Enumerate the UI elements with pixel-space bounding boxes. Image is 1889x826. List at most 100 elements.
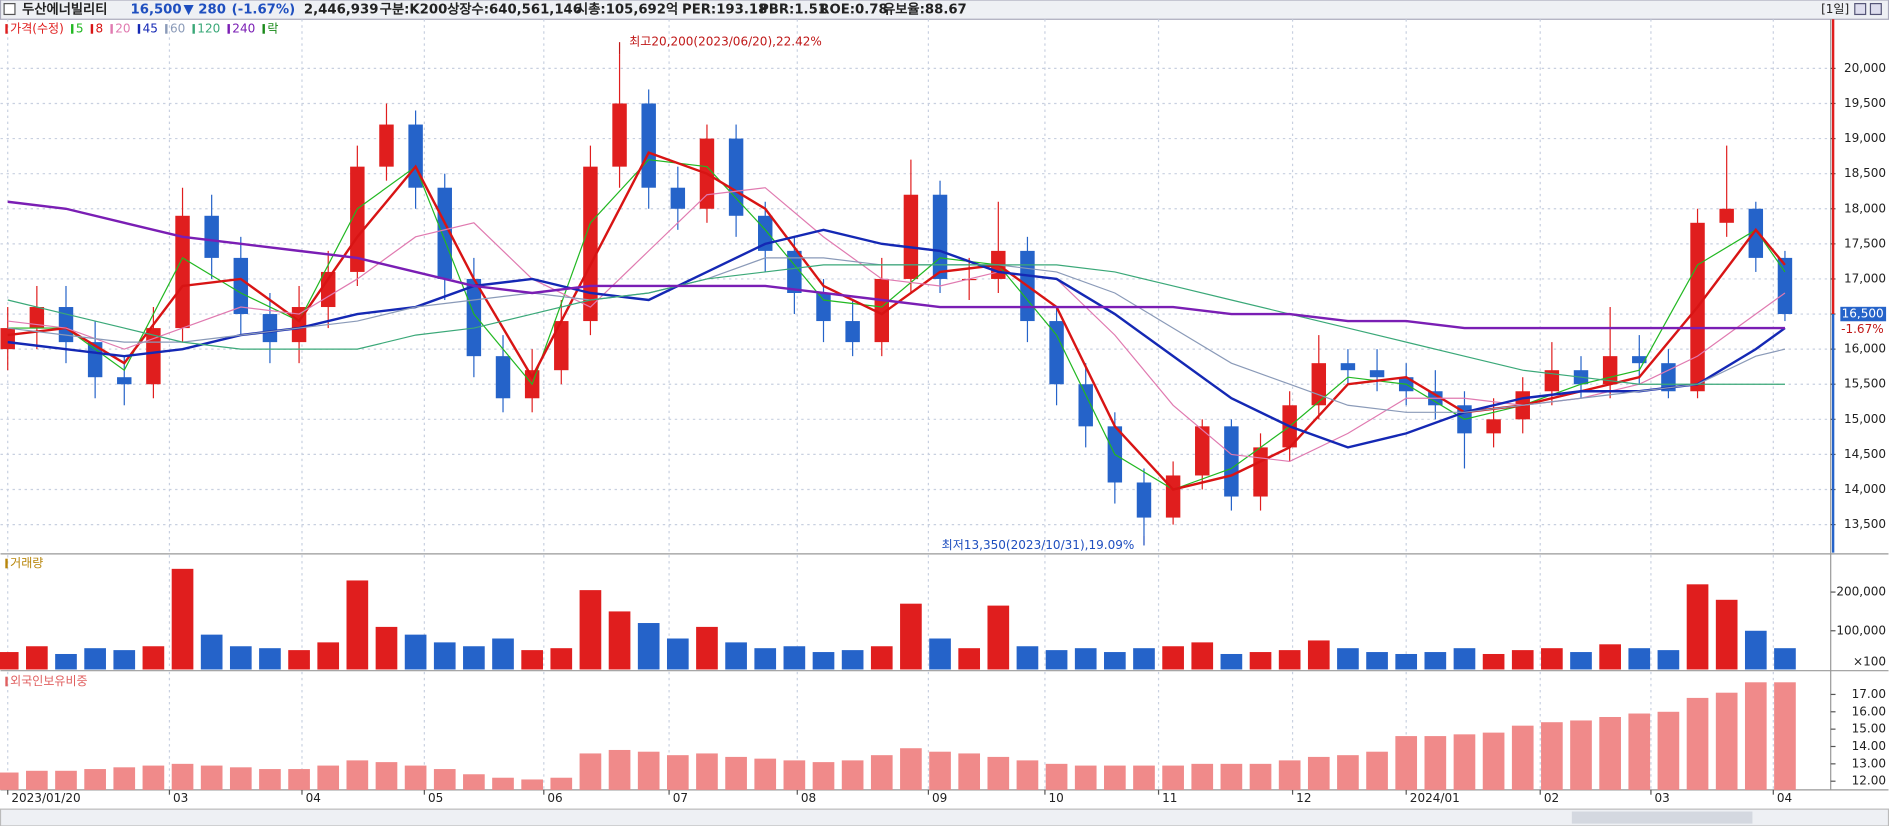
- candle-body: [1136, 482, 1152, 518]
- scroll-thumb[interactable]: [1571, 811, 1753, 824]
- legend-swatch: [5, 558, 8, 569]
- bar: [433, 769, 456, 790]
- change: ▼ 280: [184, 3, 226, 18]
- candle-body: [583, 166, 598, 322]
- bar: [1307, 640, 1330, 670]
- bar: [200, 765, 223, 790]
- bar: [1482, 653, 1505, 670]
- y-tick-label: 14.00: [1852, 739, 1886, 753]
- x-tick-label: 11: [1162, 791, 1177, 805]
- candle-body: [1195, 426, 1210, 476]
- bar: [1016, 760, 1039, 790]
- bar: [492, 638, 514, 670]
- candle-body: [612, 103, 627, 167]
- bar: [1570, 720, 1592, 790]
- period[interactable]: [1일]: [1821, 2, 1849, 16]
- bar: [259, 648, 281, 670]
- bar: [375, 626, 398, 670]
- candle-body: [903, 194, 919, 279]
- bar: [1424, 736, 1447, 790]
- bar: [1774, 682, 1796, 790]
- candle-body: [233, 257, 249, 315]
- bar: [666, 755, 689, 790]
- bar: [1628, 713, 1651, 790]
- bar: [142, 646, 165, 670]
- bar: [288, 769, 310, 790]
- legend-swatch: [90, 24, 94, 34]
- bar: [1395, 736, 1418, 790]
- x-tick-label: 03: [1655, 791, 1670, 805]
- x-tick-label: 10: [1049, 791, 1064, 805]
- bar: [841, 650, 864, 670]
- bar: [346, 580, 369, 670]
- candle-body: [874, 278, 889, 343]
- bar: [84, 769, 106, 790]
- x-tick-label: 04: [306, 791, 321, 805]
- legend-swatch: [5, 676, 8, 687]
- y-tick-label: 19,500: [1844, 96, 1886, 110]
- bar: [229, 646, 252, 670]
- y-tick-label: 200,000: [1836, 585, 1886, 599]
- bar: [1511, 650, 1534, 670]
- candle-body: [87, 342, 103, 378]
- candle-body: [1078, 384, 1093, 427]
- bar: [725, 756, 747, 790]
- bar: [113, 767, 136, 790]
- bar: [1715, 599, 1738, 670]
- candle-body: [1544, 370, 1560, 392]
- legend-swatch: [227, 24, 230, 34]
- bar: [1074, 648, 1097, 670]
- legend-label: 45: [143, 21, 158, 35]
- bar: [900, 603, 922, 670]
- bar: [229, 767, 252, 790]
- x-tick-label: 03: [173, 791, 188, 805]
- bar: [637, 751, 660, 790]
- bar: [696, 626, 718, 670]
- bar: [1104, 652, 1126, 670]
- roe: ROE:0.78: [819, 3, 887, 18]
- current-price: 16,500: [1842, 307, 1884, 321]
- bar: [1307, 756, 1330, 790]
- legend-swatch: [71, 24, 74, 34]
- bar: [1366, 652, 1388, 670]
- bar: [26, 770, 48, 790]
- candle-body: [845, 321, 860, 343]
- bar: [1162, 765, 1184, 790]
- bar: [0, 772, 19, 790]
- bar: [1337, 755, 1359, 790]
- bar: [1395, 653, 1418, 670]
- bar: [404, 634, 427, 670]
- bar: [1570, 652, 1592, 670]
- bar: [608, 749, 631, 790]
- bar: [259, 769, 281, 790]
- checkbox[interactable]: [3, 3, 16, 16]
- legend-label: 20: [115, 21, 130, 35]
- candle-body: [816, 292, 831, 322]
- bar: [929, 638, 951, 670]
- bar: [0, 652, 19, 670]
- window-button[interactable]: [1869, 3, 1882, 16]
- candle-body: [554, 321, 569, 371]
- bar: [1744, 682, 1767, 790]
- legend-label: 외국인보유비중: [10, 674, 87, 688]
- candle-body: [1748, 208, 1764, 258]
- y-tick-label: 16.00: [1852, 704, 1886, 718]
- candle-body: [1165, 475, 1181, 518]
- bar: [637, 623, 660, 670]
- legend-swatch: [5, 24, 8, 34]
- window-button[interactable]: [1854, 3, 1867, 16]
- bar: [783, 760, 806, 790]
- candle-body: [670, 187, 686, 209]
- bar: [1045, 650, 1068, 670]
- candle-body: [204, 215, 219, 258]
- ma-line: [7, 264, 1785, 385]
- legend-swatch: [192, 24, 195, 34]
- per: PER:193.18: [682, 3, 767, 18]
- bar: [346, 760, 369, 790]
- bar: [579, 753, 602, 790]
- bar: [1715, 692, 1738, 790]
- bar: [492, 777, 514, 790]
- bar: [521, 779, 543, 790]
- bar: [113, 650, 136, 670]
